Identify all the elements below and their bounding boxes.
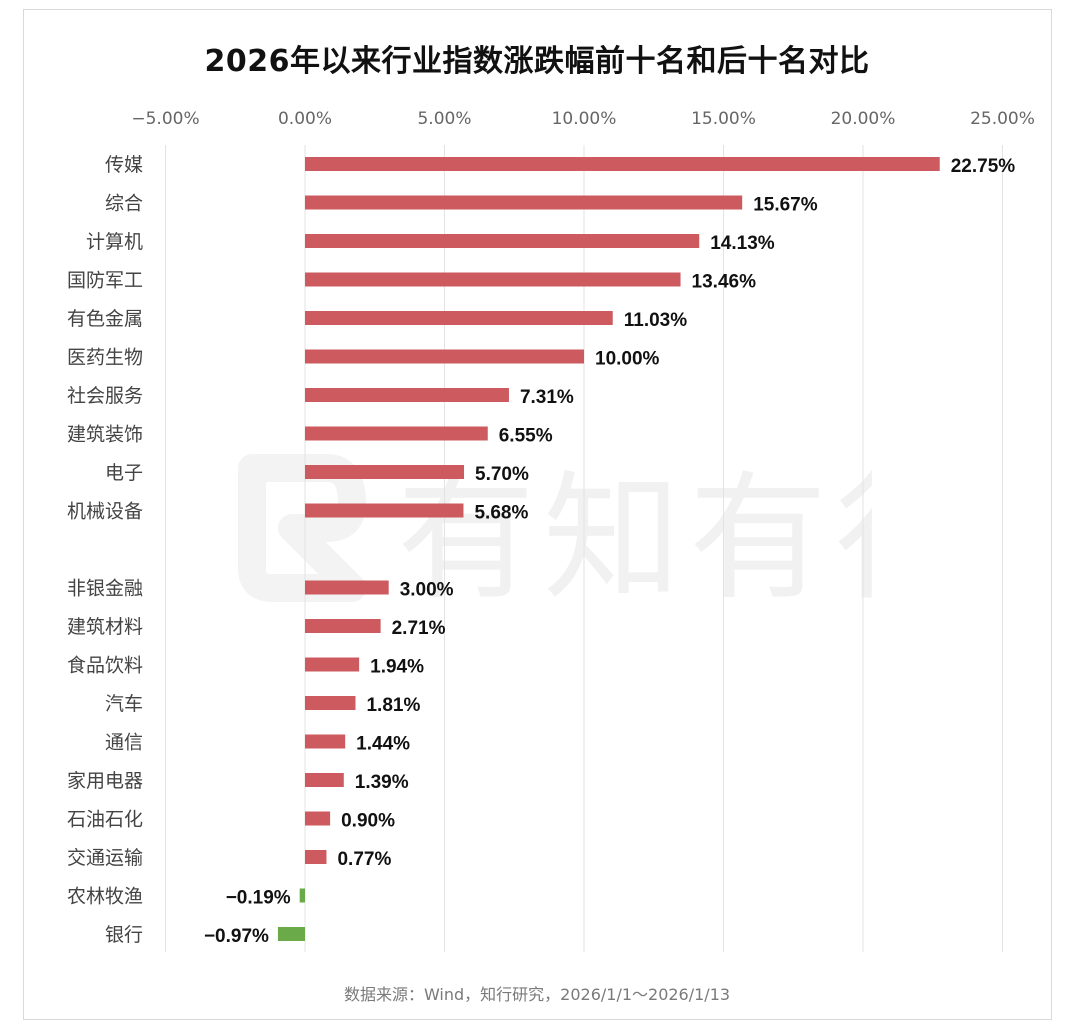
- category-label: 非银金融: [67, 578, 143, 600]
- category-label: 石油石化: [67, 809, 143, 831]
- bar: [305, 619, 381, 633]
- x-tick-label: 15.00%: [691, 109, 756, 129]
- data-label: 11.03%: [624, 310, 687, 331]
- category-label: 综合: [105, 193, 143, 215]
- bar: [305, 465, 465, 479]
- bar: [305, 388, 509, 402]
- source-note: 数据来源：Wind，知行研究，2026/1/1～2026/1/13: [343, 985, 731, 1004]
- data-label: 0.77%: [337, 849, 391, 870]
- category-label: 计算机: [86, 231, 143, 253]
- data-label: 0.90%: [341, 811, 395, 832]
- category-label: 国防军工: [67, 270, 143, 292]
- data-label: 1.39%: [355, 772, 409, 793]
- category-label: 机械设备: [67, 501, 143, 523]
- data-label: 15.67%: [753, 195, 818, 216]
- bar: [305, 272, 681, 287]
- data-label: 10.00%: [595, 349, 660, 370]
- x-tick-label: 25.00%: [970, 109, 1035, 129]
- bar: [305, 426, 488, 441]
- category-label: 银行: [105, 924, 143, 946]
- bar: [305, 811, 331, 826]
- data-label: 1.94%: [370, 657, 424, 678]
- bar: [305, 234, 700, 248]
- category-label: 医药生物: [67, 347, 143, 369]
- category-label: 传媒: [105, 154, 143, 176]
- category-label: 农林牧渔: [67, 886, 143, 908]
- watermark-text: 有知有行: [397, 458, 872, 608]
- data-label: 1.44%: [356, 734, 410, 755]
- data-label: 13.46%: [692, 272, 757, 293]
- category-label: 食品饮料: [67, 655, 143, 677]
- category-label: 社会服务: [67, 385, 143, 407]
- bar: [305, 773, 344, 787]
- data-label: 3.00%: [400, 580, 454, 601]
- x-tick-label: −5.00%: [131, 109, 199, 129]
- data-label: 5.68%: [474, 503, 528, 524]
- bar: [305, 657, 360, 672]
- category-label: 建筑材料: [67, 616, 143, 638]
- category-label: 建筑装饰: [67, 424, 143, 446]
- chart-frame: [23, 9, 1052, 1020]
- data-label: 5.70%: [475, 464, 529, 485]
- bar: [305, 503, 464, 518]
- category-label: 家用电器: [67, 770, 143, 792]
- x-tick-label: 5.00%: [417, 109, 471, 129]
- category-label: 通信: [105, 732, 143, 754]
- category-label: 汽车: [105, 693, 143, 715]
- data-label: 7.31%: [520, 387, 574, 408]
- data-label: 14.13%: [710, 233, 775, 254]
- data-label: 6.55%: [499, 426, 553, 447]
- bar: [305, 157, 940, 171]
- bar: [305, 696, 356, 710]
- bar: [305, 734, 346, 749]
- bar: [277, 927, 305, 941]
- bar: [305, 850, 327, 864]
- category-label: 交通运输: [67, 847, 143, 869]
- x-tick-label: 10.00%: [552, 109, 617, 129]
- x-tick-label: 20.00%: [831, 109, 896, 129]
- category-label: 有色金属: [67, 308, 143, 330]
- bar: [299, 888, 305, 903]
- data-label: −0.97%: [204, 926, 269, 947]
- chart-title: 2026年以来行业指数涨跌幅前十名和后十名对比: [204, 44, 870, 79]
- category-label: 电子: [105, 462, 143, 484]
- bar: [305, 195, 743, 210]
- data-label: 22.75%: [951, 156, 1016, 177]
- data-label: 1.81%: [366, 695, 420, 716]
- bar: [305, 349, 584, 364]
- bar: [305, 580, 389, 595]
- bar: [305, 311, 613, 325]
- data-label: −0.19%: [226, 888, 291, 909]
- data-label: 2.71%: [392, 618, 446, 639]
- x-tick-label: 0.00%: [278, 109, 332, 129]
